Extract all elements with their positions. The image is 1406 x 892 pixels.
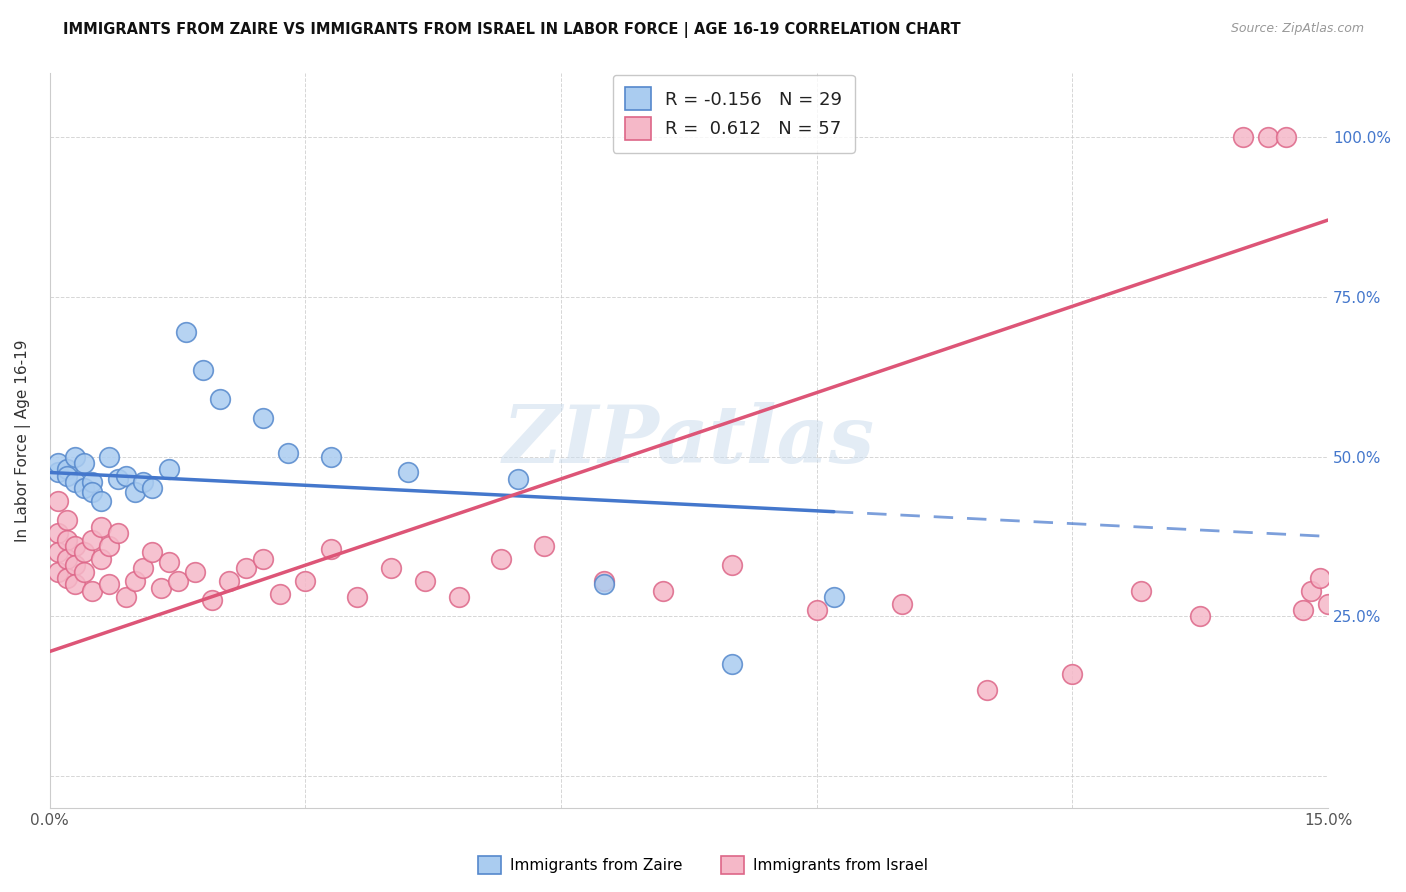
Point <box>491 551 513 566</box>
Point <box>1129 583 1152 598</box>
Point <box>157 462 180 476</box>
Point <box>56 533 79 547</box>
Point <box>73 545 96 559</box>
Point <box>115 590 138 604</box>
Point <box>56 462 79 476</box>
Point <box>46 526 69 541</box>
Point <box>107 472 129 486</box>
Legend: R = -0.156   N = 29, R =  0.612   N = 57: R = -0.156 N = 29, R = 0.612 N = 57 <box>613 75 855 153</box>
Point <box>149 581 172 595</box>
Point <box>65 577 87 591</box>
Point <box>1309 571 1331 585</box>
Point <box>124 484 146 499</box>
Point <box>976 682 998 697</box>
Point <box>73 565 96 579</box>
Point <box>201 593 224 607</box>
Point <box>319 542 342 557</box>
Point <box>252 551 274 566</box>
Text: IMMIGRANTS FROM ZAIRE VS IMMIGRANTS FROM ISRAEL IN LABOR FORCE | AGE 16-19 CORRE: IMMIGRANTS FROM ZAIRE VS IMMIGRANTS FROM… <box>63 22 960 38</box>
Point <box>90 494 112 508</box>
Point <box>592 574 614 589</box>
Point <box>46 466 69 480</box>
Point <box>46 565 69 579</box>
Point <box>132 561 155 575</box>
Point <box>56 513 79 527</box>
Point <box>294 574 316 589</box>
Legend: Immigrants from Zaire, Immigrants from Israel: Immigrants from Zaire, Immigrants from I… <box>472 850 934 880</box>
Point <box>252 411 274 425</box>
Point <box>82 475 104 489</box>
Point <box>218 574 240 589</box>
Point <box>235 561 257 575</box>
Point <box>720 558 742 573</box>
Point <box>183 565 205 579</box>
Point <box>447 590 470 604</box>
Point <box>413 574 436 589</box>
Point <box>124 574 146 589</box>
Text: ZIPatlas: ZIPatlas <box>503 401 875 479</box>
Point <box>82 583 104 598</box>
Point <box>73 456 96 470</box>
Point <box>396 466 419 480</box>
Point <box>141 482 163 496</box>
Point <box>141 545 163 559</box>
Point <box>720 657 742 672</box>
Point <box>891 597 914 611</box>
Point <box>346 590 368 604</box>
Point <box>1291 603 1313 617</box>
Point <box>191 363 214 377</box>
Point <box>65 558 87 573</box>
Point <box>277 446 299 460</box>
Point <box>319 450 342 464</box>
Point <box>806 603 828 617</box>
Point <box>107 526 129 541</box>
Point <box>1189 609 1212 624</box>
Point <box>46 545 69 559</box>
Point <box>380 561 402 575</box>
Point <box>46 456 69 470</box>
Point <box>592 577 614 591</box>
Point <box>166 574 188 589</box>
Point <box>98 450 121 464</box>
Point <box>1232 129 1254 144</box>
Point <box>209 392 232 406</box>
Point <box>65 539 87 553</box>
Point <box>269 587 291 601</box>
Point <box>65 450 87 464</box>
Point <box>533 539 555 553</box>
Point <box>46 494 69 508</box>
Point <box>132 475 155 489</box>
Point <box>1274 129 1296 144</box>
Point <box>56 551 79 566</box>
Point <box>98 539 121 553</box>
Y-axis label: In Labor Force | Age 16-19: In Labor Force | Age 16-19 <box>15 339 31 541</box>
Point <box>82 533 104 547</box>
Point <box>90 551 112 566</box>
Point <box>1062 666 1084 681</box>
Point <box>56 571 79 585</box>
Point <box>115 468 138 483</box>
Text: Source: ZipAtlas.com: Source: ZipAtlas.com <box>1230 22 1364 36</box>
Point <box>98 577 121 591</box>
Point <box>157 555 180 569</box>
Point <box>508 472 530 486</box>
Point <box>823 590 845 604</box>
Point <box>65 475 87 489</box>
Point <box>90 520 112 534</box>
Point <box>73 482 96 496</box>
Point <box>1317 597 1340 611</box>
Point <box>1299 583 1322 598</box>
Point <box>174 325 197 339</box>
Point <box>82 484 104 499</box>
Point <box>56 468 79 483</box>
Point <box>652 583 675 598</box>
Point <box>1257 129 1279 144</box>
